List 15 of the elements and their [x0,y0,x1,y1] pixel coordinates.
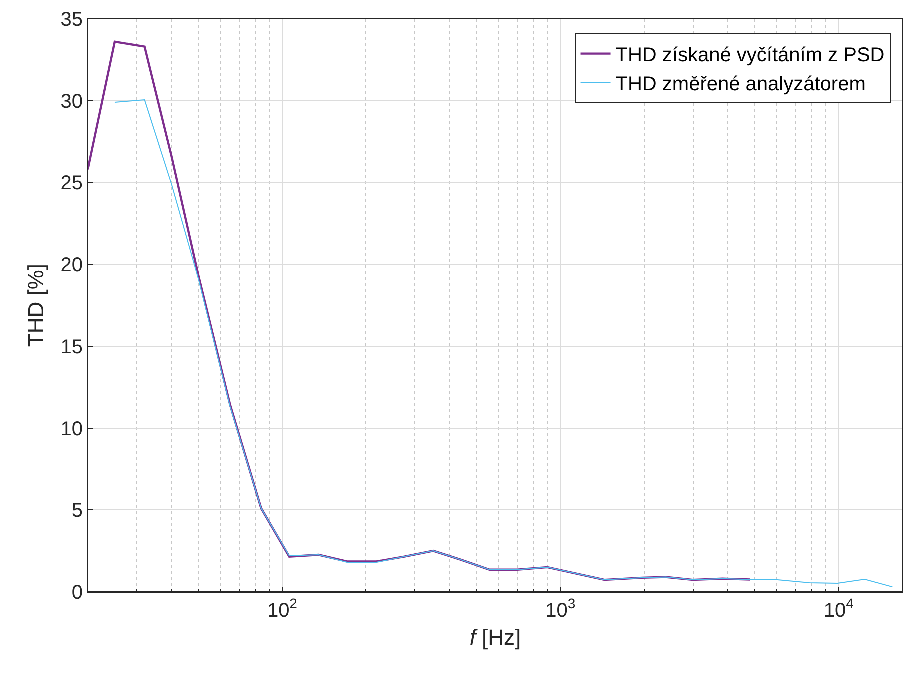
x-tick-label: 10$^{2}$ [267,596,298,622]
y-tick-label: 25 [60,172,83,195]
y-tick-label: 0 [72,582,83,604]
x-axis-title: f [Hz] [470,624,522,650]
y-tick-label: 15 [60,336,83,358]
x-tick-label: 10$^{3}$ [546,596,576,622]
y-axis-title: THD [%] [24,264,49,348]
legend-label: THD změřené analyzátorem [616,74,866,96]
y-tick-label: 5 [72,500,83,522]
y-tick-label: 35 [60,9,83,31]
legend-label: THD získané vyčítáním z PSD [616,44,885,67]
x-tick-label: 10$^{4}$ [824,596,854,622]
y-tick-label: 30 [60,90,83,113]
y-tick-label: 20 [60,254,83,277]
y-tick-label: 10 [60,418,83,440]
